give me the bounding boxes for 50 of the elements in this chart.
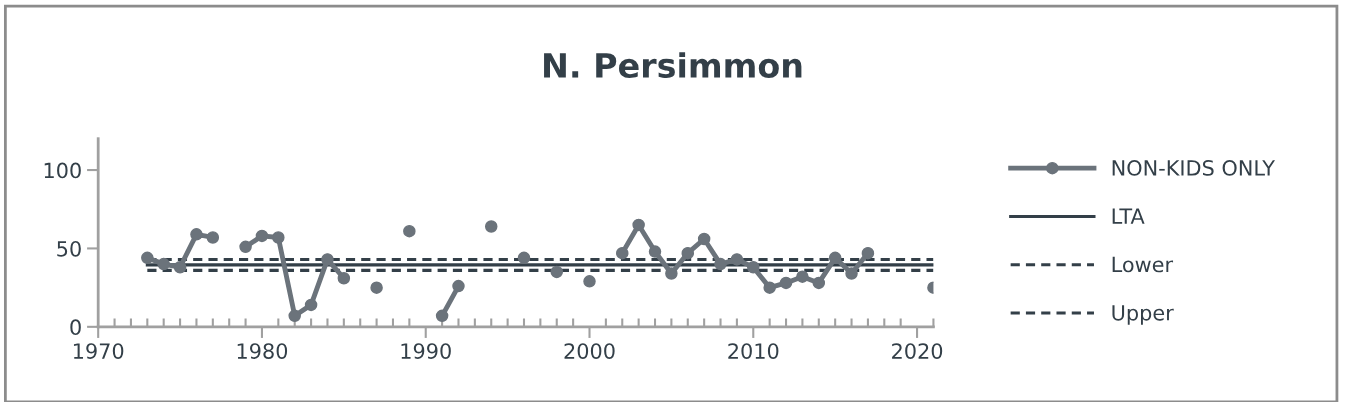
point [714,257,727,271]
y-tick-label: 100 [44,162,81,179]
point [747,260,760,274]
point [648,245,662,258]
point [288,309,301,323]
point [681,246,695,260]
point [730,253,744,266]
point [403,224,416,238]
point [452,279,465,293]
x-tick-label: 1970 [73,343,124,359]
point [517,251,531,265]
point [190,228,203,241]
point [304,298,318,312]
point [796,270,809,283]
point [255,229,269,243]
y-tick-label: 0 [70,319,81,336]
point [763,281,776,294]
point [272,231,285,244]
point [435,309,449,323]
point [779,276,793,290]
x-tick-label: 2000 [564,343,615,359]
x-tick-label: 1980 [237,343,288,359]
point [583,275,596,288]
chart-title: N. Persimmon [544,52,802,79]
point [484,220,498,233]
point [812,276,826,290]
legend-label: LTA [1112,208,1145,224]
point [157,257,170,271]
point [632,218,645,232]
point [141,251,154,265]
x-tick-label: 2020 [892,343,943,359]
point [321,253,334,266]
y-tick-label: 50 [57,240,81,257]
point [845,267,858,280]
point [697,232,711,246]
point [370,281,383,294]
point [337,271,351,285]
point [550,265,564,279]
point [239,240,252,254]
x-tick-label: 2010 [728,343,779,359]
point [173,260,187,274]
x-tick-label: 1990 [401,343,451,359]
legend-label: NON-KIDS ONLY [1112,160,1276,176]
point [665,267,678,280]
point [828,251,842,265]
point [206,231,220,244]
legend-label: Lower [1112,256,1174,273]
legend-label: Upper [1112,305,1174,325]
point [616,246,629,260]
point [861,246,875,260]
